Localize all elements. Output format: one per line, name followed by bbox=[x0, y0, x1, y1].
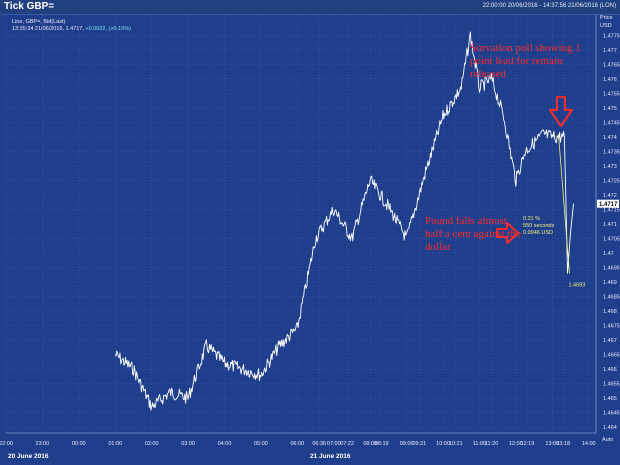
y-tick-label: 1.4755 bbox=[603, 91, 620, 97]
y-axis-auto-label: Auto bbox=[602, 437, 613, 443]
y-tick-label: 1.4745 bbox=[603, 120, 620, 126]
last-quote: 13:35:34 21/06/2016, 1.4717, +0.0022, (+… bbox=[12, 26, 131, 33]
low-price-label: 1.4693 bbox=[568, 282, 585, 288]
title-bar: Tick GBP= 22:00:00 20/06/2016 - 14:37:56… bbox=[0, 0, 620, 15]
x-tick-label: 06:36 bbox=[312, 441, 326, 447]
x-tick-label: 01:00 bbox=[108, 441, 122, 447]
x-tick-label: 12:19 bbox=[521, 441, 535, 447]
price-series bbox=[114, 31, 574, 411]
y-tick-label: 1.469 bbox=[603, 280, 617, 286]
y-tick-label: 1.4725 bbox=[603, 178, 620, 184]
y-tick-label: 1.475 bbox=[603, 106, 617, 112]
y-tick-label: 1.4765 bbox=[603, 62, 620, 68]
x-tick-label: 13:00 bbox=[545, 441, 559, 447]
x-tick-label: 04:00 bbox=[218, 441, 232, 447]
time-range: 22:00:00 20/06/2016 - 14:37:56 21/06/201… bbox=[482, 3, 616, 9]
series-info: Line, GBP=, Bid(Last) 13:35:34 21/06/201… bbox=[12, 19, 131, 33]
y-tick-label: 1.4715 bbox=[603, 207, 620, 213]
current-price-tag bbox=[597, 199, 619, 208]
y-tick-label: 1.468 bbox=[603, 309, 617, 315]
y-tick-label: 1.474 bbox=[603, 135, 617, 141]
chart-title: Tick GBP= bbox=[4, 1, 55, 12]
y-tick-label: 1.473 bbox=[603, 164, 617, 170]
x-tick-label: 10:00 bbox=[436, 441, 450, 447]
x-tick-label: 09:00 bbox=[400, 441, 414, 447]
x-tick-label: 07:00 bbox=[327, 441, 341, 447]
x-tick-label: 08:19 bbox=[375, 441, 389, 447]
last-quote-change: +0.0022, (+0.15%) bbox=[85, 26, 131, 32]
date-label-day1: 20 June 2016 bbox=[8, 453, 49, 460]
y-tick-label: 1.464 bbox=[603, 425, 617, 431]
x-axis-labels: 22:00 23:00 00:00 01:00 02:00 03:00 04:00 05:00… bbox=[0, 437, 613, 460]
y-tick-label: 1.4695 bbox=[603, 266, 620, 272]
y-tick-label: 1.4675 bbox=[603, 324, 620, 330]
y-tick-label: 1.467 bbox=[603, 338, 617, 344]
date-label-day2: 21 June 2016 bbox=[310, 453, 351, 460]
measure-label: 550 seconds bbox=[523, 223, 554, 229]
measure-line bbox=[558, 133, 570, 274]
x-tick-label: 11:20 bbox=[485, 441, 498, 447]
y-axis-labels: 1.4775 1.477 1.4765 1.476 1.4755 1.475 1.4745 1… bbox=[603, 33, 620, 431]
y-tick-label: 1.4685 bbox=[603, 295, 620, 301]
x-tick-label: 09:21 bbox=[412, 441, 426, 447]
x-tick-label: 06:00 bbox=[290, 441, 304, 447]
x-tick-label: 00:00 bbox=[72, 441, 86, 447]
down-arrow-icon bbox=[549, 96, 573, 127]
y-tick-label: 1.477 bbox=[603, 48, 617, 54]
x-tick-label: 22:00 bbox=[0, 441, 13, 447]
y-tick-label: 1.466 bbox=[603, 367, 617, 373]
y-tick-label: 1.4775 bbox=[603, 33, 620, 39]
y-axis-title-price: Price bbox=[600, 15, 613, 21]
x-tick-label: 10:21 bbox=[449, 441, 463, 447]
y-axis-title-unit: USD bbox=[600, 23, 612, 29]
x-tick-label: 12:00 bbox=[509, 441, 523, 447]
y-tick-label: 1.465 bbox=[603, 396, 617, 402]
measure-label: 0.31 % bbox=[523, 216, 540, 222]
last-quote-value: 13:35:34 21/06/2016, 1.4717, bbox=[12, 26, 84, 32]
y-tick-label: 1.4655 bbox=[603, 382, 620, 388]
annotation-survation-poll: Survation poll showing 1 point lead for … bbox=[470, 42, 581, 80]
current-price-label: 1.4717 bbox=[599, 202, 618, 208]
series-description: Line, GBP=, Bid(Last) bbox=[12, 19, 66, 25]
y-tick-label: 1.47 bbox=[603, 251, 614, 257]
price-line bbox=[114, 31, 574, 411]
grid bbox=[5, 15, 597, 434]
y-tick-label: 1.472 bbox=[603, 193, 617, 199]
x-tick-label: 03:00 bbox=[181, 441, 195, 447]
x-tick-label: 07:22 bbox=[340, 441, 354, 447]
y-axis-title: Price USD bbox=[600, 14, 613, 30]
x-tick-label: 08:00 bbox=[363, 441, 377, 447]
x-tick-label: 11:00 bbox=[473, 441, 486, 447]
x-tick-label: 05:00 bbox=[254, 441, 268, 447]
x-tick-label: 02:00 bbox=[145, 441, 159, 447]
right-arrow-icon bbox=[496, 222, 519, 244]
y-tick-label: 1.4645 bbox=[603, 411, 620, 417]
x-tick-label: 14:00 bbox=[582, 441, 596, 447]
measure-label: 0.0046 USD bbox=[523, 230, 553, 236]
annotation-pound-falls: Pound falls almost half a cent against t… bbox=[425, 215, 521, 253]
x-tick-label: 23:00 bbox=[36, 441, 50, 447]
y-tick-label: 1.476 bbox=[603, 77, 617, 83]
y-tick-label: 1.4705 bbox=[603, 237, 620, 243]
y-tick-label: 1.4735 bbox=[603, 149, 620, 155]
y-tick-label: 1.471 bbox=[603, 222, 617, 228]
y-tick-label: 1.4665 bbox=[603, 353, 620, 359]
x-tick-label: 13:18 bbox=[556, 441, 570, 447]
